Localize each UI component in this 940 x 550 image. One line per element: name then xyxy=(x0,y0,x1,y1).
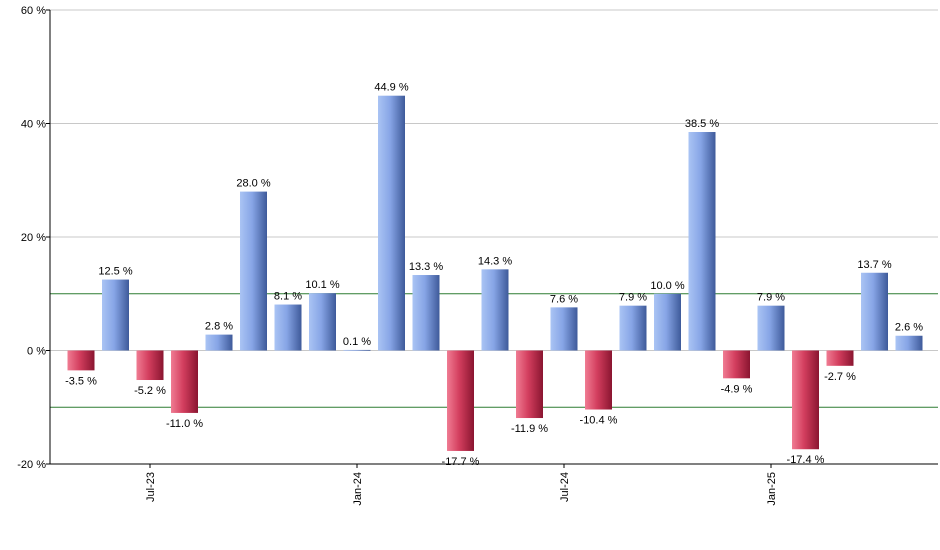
data-label: 2.6 % xyxy=(895,322,923,334)
y-tick-label: 0 % xyxy=(27,346,46,358)
data-label: -4.9 % xyxy=(721,383,753,395)
y-tick-label: 60 % xyxy=(21,5,46,17)
bar xyxy=(240,191,267,351)
bar xyxy=(861,272,888,351)
bar xyxy=(654,293,681,351)
bar xyxy=(688,132,716,351)
data-label: -17.7 % xyxy=(442,456,480,468)
bar xyxy=(136,350,164,381)
data-label: 2.8 % xyxy=(205,321,233,333)
data-label: -11.0 % xyxy=(166,418,203,430)
data-label: 14.3 % xyxy=(478,255,512,267)
bar xyxy=(274,304,302,351)
bar xyxy=(723,350,750,379)
data-label: 7.9 % xyxy=(757,292,785,304)
data-label: 38.5 % xyxy=(685,118,719,130)
bar xyxy=(757,305,785,351)
bars xyxy=(67,95,923,451)
bar xyxy=(309,293,336,351)
data-label: 12.5 % xyxy=(98,266,132,278)
bar xyxy=(481,269,509,351)
y-tick-label: -20 % xyxy=(17,459,46,471)
data-label: 0.1 % xyxy=(343,336,371,348)
x-tick-label: Jan-25 xyxy=(766,472,778,506)
bar xyxy=(550,307,578,351)
x-tick-label: Jan-24 xyxy=(352,472,364,506)
bar xyxy=(826,350,854,366)
x-tick-label: Jul-23 xyxy=(145,472,157,502)
bar xyxy=(412,275,440,351)
data-label: 7.9 % xyxy=(619,292,647,304)
data-label: 10.1 % xyxy=(305,279,339,291)
y-tick-label: 20 % xyxy=(21,232,46,244)
data-label: 10.0 % xyxy=(650,280,684,292)
data-label: -5.2 % xyxy=(134,385,166,397)
data-label: -2.7 % xyxy=(824,371,856,383)
data-label: -3.5 % xyxy=(65,375,97,387)
x-tick-label: Jul-24 xyxy=(559,472,571,502)
y-tick-label: 40 % xyxy=(21,119,46,131)
bar xyxy=(378,95,405,351)
bar xyxy=(67,350,95,371)
bar xyxy=(102,279,129,351)
axes xyxy=(46,9,938,468)
bar xyxy=(205,334,233,351)
bar xyxy=(792,350,819,450)
bar xyxy=(895,335,923,351)
bar xyxy=(343,349,371,351)
bar xyxy=(171,350,198,413)
bar xyxy=(447,350,474,451)
data-label: 8.1 % xyxy=(274,291,302,303)
data-label: 7.6 % xyxy=(550,293,578,305)
data-label: -17.4 % xyxy=(787,454,825,466)
bar xyxy=(619,305,647,351)
data-label: 13.3 % xyxy=(409,261,443,273)
data-label: -11.9 % xyxy=(511,423,548,435)
bar xyxy=(516,350,543,419)
data-label: 44.9 % xyxy=(374,82,408,94)
bar xyxy=(585,350,612,410)
data-label: 13.7 % xyxy=(857,259,891,271)
data-label: 28.0 % xyxy=(236,178,270,190)
data-label: -10.4 % xyxy=(580,415,618,427)
labels: -3.5 % 12.5 % -5.2 % -11.0 % 2.8 % 28.0 % 8.1 … xyxy=(17,5,923,506)
